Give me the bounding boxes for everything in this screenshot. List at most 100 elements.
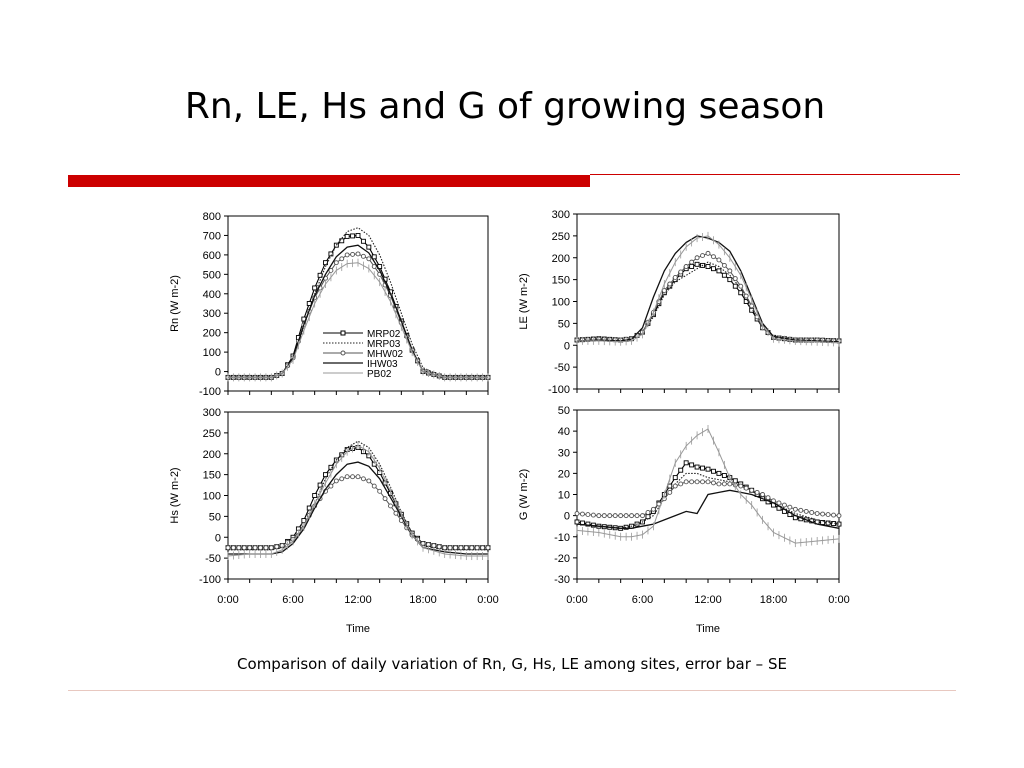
series-PB02	[576, 425, 840, 548]
data-point	[721, 473, 727, 478]
series-line	[576, 261, 840, 342]
series-line	[228, 476, 488, 549]
data-point	[705, 466, 711, 472]
data-point	[672, 483, 678, 489]
data-point	[458, 545, 464, 551]
data-point	[585, 521, 591, 527]
data-point	[263, 545, 269, 551]
series-line	[228, 262, 488, 378]
data-point	[247, 545, 253, 551]
data-point	[447, 545, 453, 551]
data-point	[803, 508, 809, 514]
data-point	[360, 238, 366, 244]
data-point	[667, 281, 673, 287]
x-tick-label: 18:00	[760, 594, 788, 606]
data-point	[689, 462, 695, 468]
data-point	[716, 257, 722, 263]
data-point	[743, 293, 749, 299]
legend-label: MRP02	[367, 329, 401, 340]
legend-marker	[340, 330, 346, 336]
data-point	[738, 283, 744, 289]
data-point	[317, 272, 323, 278]
y-axis-label: G (W m-2)	[518, 469, 530, 520]
y-tick-label: -100	[199, 386, 221, 398]
data-point	[312, 493, 318, 498]
y-tick-label: 150	[552, 275, 570, 287]
data-point	[453, 545, 458, 551]
data-point	[339, 256, 345, 262]
y-tick-label: 0	[215, 367, 221, 379]
data-point	[333, 260, 339, 266]
y-tick-label: 800	[203, 211, 221, 223]
x-axis-label: Time	[696, 623, 720, 635]
data-point	[798, 507, 804, 513]
y-tick-label: 30	[558, 447, 570, 459]
data-point	[463, 545, 469, 551]
data-point	[350, 233, 356, 239]
y-tick-label: 500	[203, 269, 221, 281]
data-point	[650, 506, 656, 512]
data-point	[377, 488, 383, 494]
legend-label: MHW02	[367, 349, 404, 360]
data-point	[754, 489, 760, 495]
series-PB02	[227, 441, 489, 561]
data-point	[634, 513, 640, 519]
data-point	[721, 262, 727, 268]
data-point	[474, 545, 480, 551]
figure-caption: Comparison of daily variation of Rn, G, …	[237, 655, 787, 673]
y-tick-label: 400	[203, 289, 221, 301]
data-point	[350, 474, 356, 480]
y-tick-label: 600	[203, 250, 221, 262]
series-PB02	[227, 258, 489, 382]
series-line	[576, 489, 840, 529]
y-tick-label: 200	[203, 328, 221, 340]
data-point	[776, 500, 782, 506]
data-point	[393, 510, 399, 516]
data-point	[623, 513, 629, 519]
accent-line	[590, 174, 960, 175]
data-point	[612, 513, 618, 519]
data-point	[721, 272, 727, 278]
data-point	[344, 233, 350, 239]
x-tick-label: 0:00	[566, 594, 587, 606]
data-point	[574, 519, 580, 525]
x-tick-label: 12:00	[344, 594, 372, 606]
data-point	[323, 472, 328, 478]
data-point	[836, 521, 842, 527]
y-tick-label: 250	[552, 231, 570, 243]
data-point	[678, 467, 684, 473]
data-point	[672, 274, 678, 280]
data-point	[596, 513, 602, 519]
y-tick-label: 150	[203, 470, 221, 482]
data-point	[694, 479, 700, 485]
y-tick-label: 50	[558, 318, 570, 330]
bottom-rule	[68, 690, 956, 691]
y-tick-label: -100	[199, 574, 221, 586]
data-point	[689, 479, 695, 485]
series-line	[576, 263, 840, 342]
data-point	[732, 276, 738, 281]
series-MRP03	[228, 227, 488, 378]
data-point	[825, 520, 831, 526]
data-point	[765, 495, 771, 501]
data-point	[241, 545, 247, 551]
series-MRP03	[228, 440, 488, 551]
y-tick-label: 0	[564, 340, 570, 352]
data-point	[672, 475, 678, 481]
data-point	[732, 283, 738, 289]
data-point	[760, 492, 766, 497]
data-point	[711, 254, 716, 260]
y-tick-label: 10	[558, 490, 570, 502]
data-point	[743, 299, 749, 304]
data-point	[705, 250, 711, 256]
data-point	[485, 545, 491, 551]
data-point	[727, 481, 733, 487]
data-point	[645, 514, 651, 520]
data-point	[328, 267, 334, 273]
y-tick-label: 0	[215, 532, 221, 544]
data-point	[371, 254, 377, 260]
data-point	[328, 483, 334, 489]
data-point	[333, 478, 339, 484]
